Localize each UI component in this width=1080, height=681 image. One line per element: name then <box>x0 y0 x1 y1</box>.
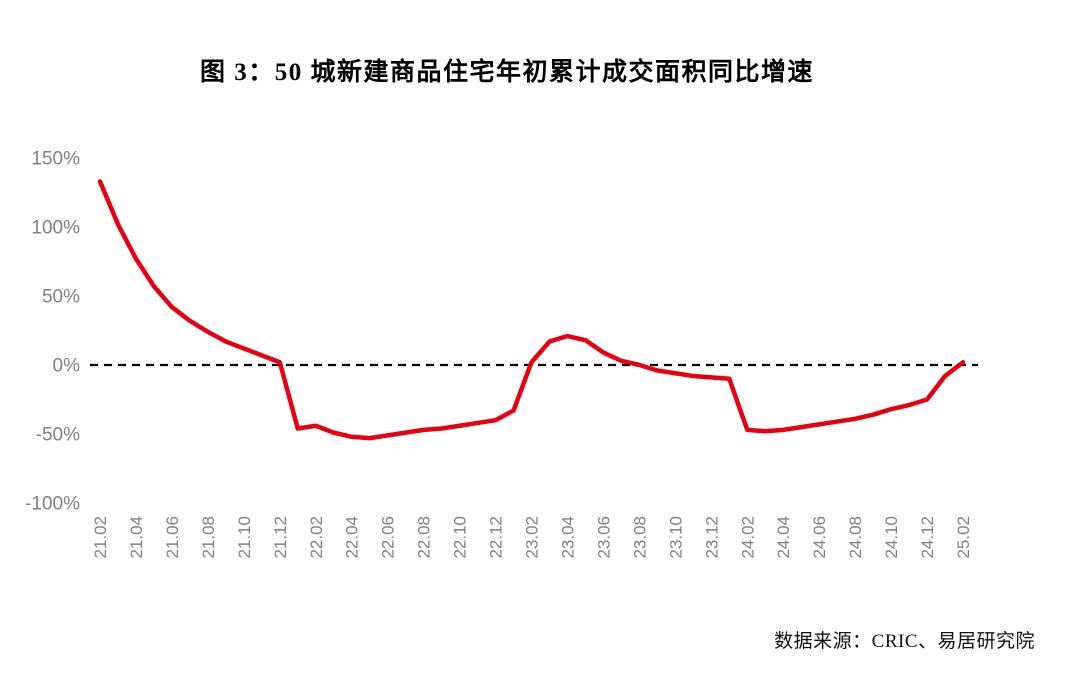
x-tick-label: 23.12 <box>702 516 721 559</box>
x-tick-label: 24.12 <box>918 516 937 559</box>
x-tick-label: 24.10 <box>882 516 901 559</box>
data-source: 数据来源：CRIC、易居研究院 <box>774 631 1035 652</box>
series-line <box>97 179 966 441</box>
chart-canvas: 150% 100% 50% 0% -50% -100% 21.02 21.04 21.06 21.… <box>25 149 978 559</box>
y-tick-label: 100% <box>31 218 80 239</box>
x-tick-label: 23.02 <box>523 516 542 559</box>
x-tick-label: 21.10 <box>235 516 254 559</box>
x-tick-label: 24.02 <box>738 516 757 559</box>
line-chart: 150% 100% 50% 0% -50% -100% 21.02 21.04 21.06 21.… <box>0 120 1080 600</box>
x-tick-label: 21.12 <box>271 516 290 559</box>
x-tick-label: 25.02 <box>954 516 973 559</box>
y-tick-label: -50% <box>36 425 80 446</box>
y-tick-label: 50% <box>42 287 80 308</box>
x-tick-label: 23.04 <box>558 516 577 559</box>
chart-title: 图 3：50 城新建商品住宅年初累计成交面积同比增速 <box>200 59 815 86</box>
x-tick-label: 22.06 <box>379 516 398 559</box>
y-tick-label: 0% <box>53 356 81 377</box>
x-tick-label: 21.08 <box>199 516 218 559</box>
x-tick-label: 24.08 <box>846 516 865 559</box>
x-tick-label: 22.04 <box>343 516 362 559</box>
x-tick-label: 22.02 <box>307 516 326 559</box>
x-tick-label: 23.06 <box>594 516 613 559</box>
x-tick-label: 23.08 <box>630 516 649 559</box>
x-tick-label: 21.04 <box>127 516 146 559</box>
x-tick-label: 24.04 <box>774 516 793 559</box>
y-tick-label: -100% <box>25 494 80 515</box>
x-tick-label: 23.10 <box>666 516 685 559</box>
x-tick-label: 21.06 <box>163 516 182 559</box>
y-tick-label: 150% <box>31 149 80 170</box>
x-tick-label: 22.10 <box>451 516 470 559</box>
x-tick-label: 24.06 <box>810 516 829 559</box>
x-tick-label: 22.08 <box>415 516 434 559</box>
x-tick-label: 22.12 <box>487 516 506 559</box>
x-tick-label: 21.02 <box>91 516 110 559</box>
